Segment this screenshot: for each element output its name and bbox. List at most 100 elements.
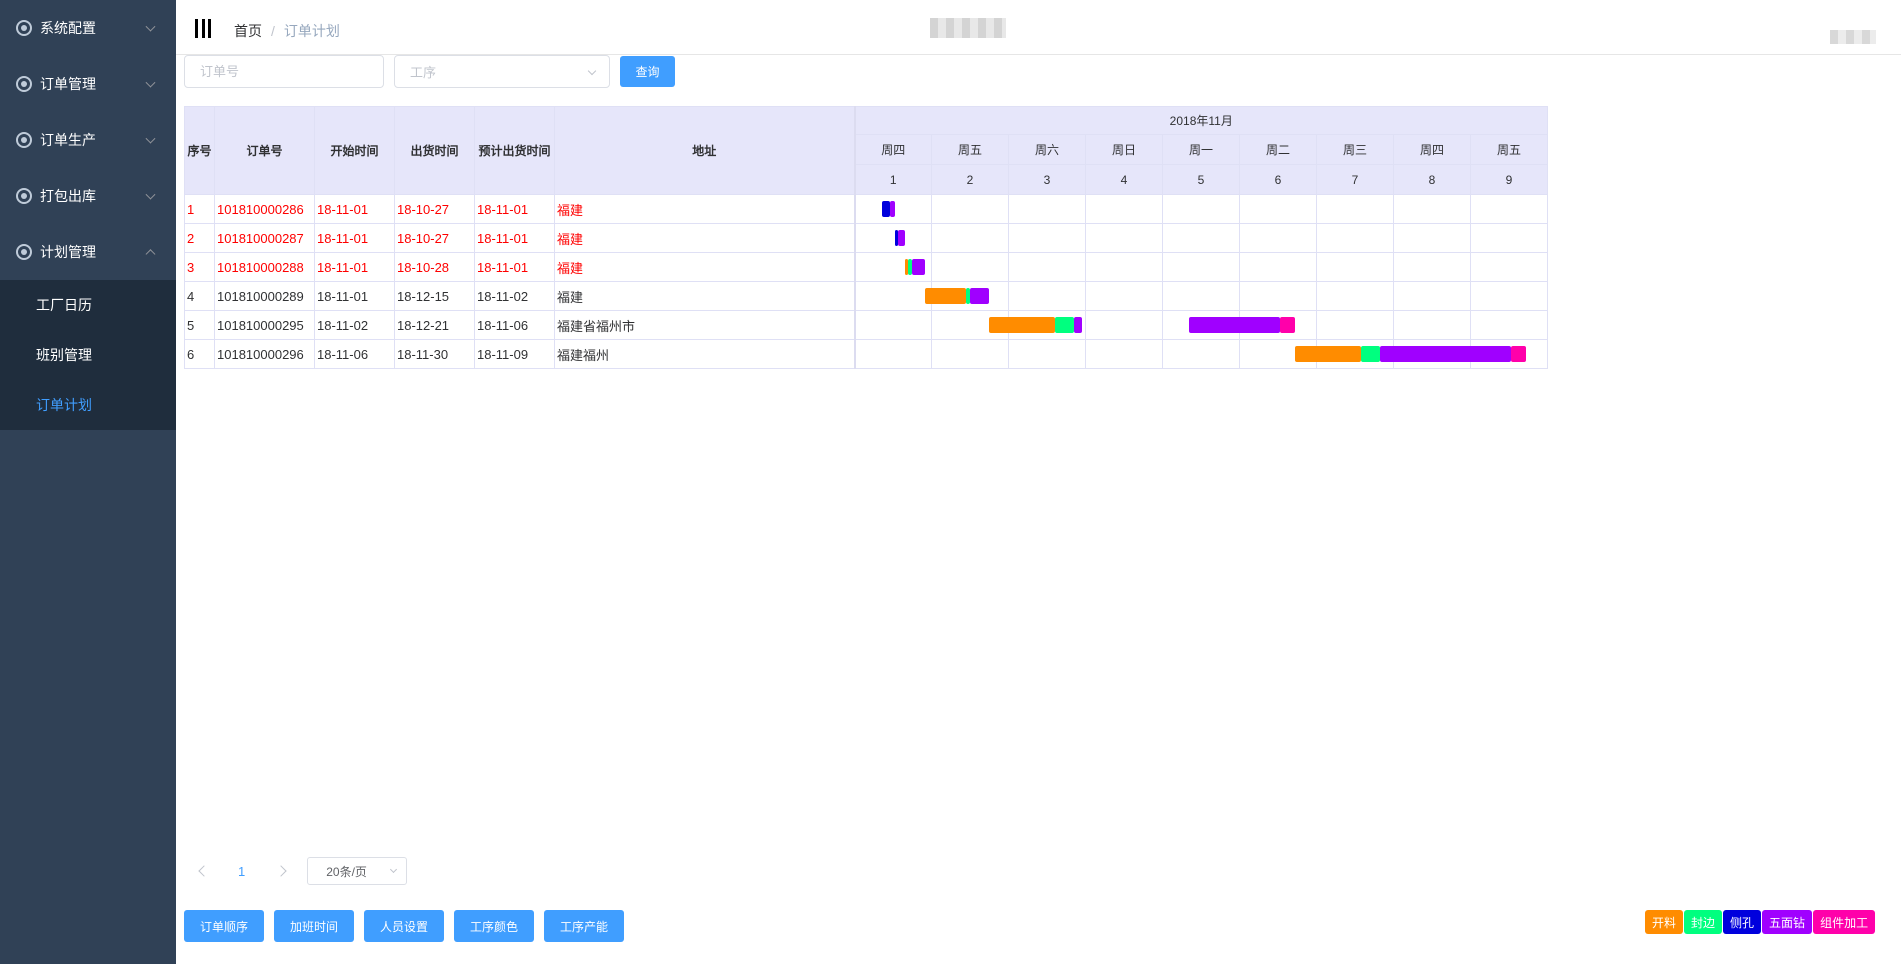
table-cell: 18-11-01 xyxy=(314,252,395,282)
gantt-cell xyxy=(1239,281,1317,311)
gantt-cell xyxy=(1470,281,1548,311)
menu-label: 订单管理 xyxy=(40,76,96,92)
query-button[interactable]: 查询 xyxy=(620,56,675,87)
gantt-cell xyxy=(1085,339,1163,369)
process-legend: 开料 封边 侧孔 五面钻 组件加工 xyxy=(1645,910,1876,934)
menu-order-management[interactable]: 订单管理 xyxy=(0,56,176,112)
chevron-down-icon xyxy=(145,133,156,144)
table-cell: 18-10-27 xyxy=(394,223,475,253)
gantt-cell xyxy=(1162,223,1240,253)
table-cell: 6 xyxy=(184,339,215,369)
menu-plan-management[interactable]: 计划管理 xyxy=(0,224,176,280)
gantt-cell xyxy=(1316,223,1394,253)
table-cell: 福建 xyxy=(554,281,856,311)
table-cell: 18-12-15 xyxy=(394,281,475,311)
gear-icon xyxy=(16,188,32,204)
gantt-cell xyxy=(1470,339,1548,369)
submenu-shift-management[interactable]: 班别管理 xyxy=(36,347,92,363)
gantt-cell xyxy=(1470,194,1548,224)
table-cell: 101810000286 xyxy=(214,194,315,224)
page-number[interactable]: 1 xyxy=(238,863,246,879)
gantt-cell xyxy=(1008,310,1086,340)
gantt-cell xyxy=(1316,339,1394,369)
legend-tag: 封边 xyxy=(1684,910,1723,934)
column-header: 序号 xyxy=(184,106,215,195)
process-select-placeholder: 工序 xyxy=(410,65,437,80)
table-cell: 福建 xyxy=(554,252,856,282)
table-cell: 福建省福州市 xyxy=(554,310,856,340)
table-cell: 18-11-02 xyxy=(314,310,395,340)
table-row[interactable]: 3 101810000288 18-11-01 18-10-28 18-11-01 福建 xyxy=(184,252,1548,282)
table-cell: 18-11-01 xyxy=(474,194,555,224)
gantt-cell xyxy=(1239,252,1317,282)
table-cell: 18-11-06 xyxy=(474,310,555,340)
blurred-user-info[interactable] xyxy=(1830,30,1876,44)
order-sequence-button[interactable]: 订单顺序 xyxy=(184,910,264,942)
weekday-header: 周五 xyxy=(1470,134,1548,165)
gantt-cell xyxy=(854,194,932,224)
table-row[interactable]: 4 101810000289 18-11-01 18-12-15 18-11-02 福建 xyxy=(184,281,1548,311)
gantt-cell xyxy=(1393,339,1471,369)
table-cell: 福建 xyxy=(554,223,856,253)
menu-packing-shipping[interactable]: 打包出库 xyxy=(0,168,176,224)
gantt-cell xyxy=(1239,310,1317,340)
gear-icon xyxy=(16,20,32,36)
column-header: 地址 xyxy=(554,106,856,195)
process-select[interactable]: 工序 xyxy=(394,55,610,88)
gantt-cell xyxy=(931,252,1009,282)
process-capacity-button[interactable]: 工序产能 xyxy=(544,910,624,942)
gantt-cell xyxy=(1085,281,1163,311)
submenu-factory-calendar[interactable]: 工厂日历 xyxy=(36,297,92,313)
legend-tag: 侧孔 xyxy=(1723,910,1762,934)
gear-icon xyxy=(16,244,32,260)
gantt-cell xyxy=(931,310,1009,340)
table-row[interactable]: 2 101810000287 18-11-01 18-10-27 18-11-01 福建 xyxy=(184,223,1548,253)
gantt-cell xyxy=(1162,310,1240,340)
table-cell: 5 xyxy=(184,310,215,340)
chevron-down-icon xyxy=(587,66,597,76)
order-plan-table: 序号 订单号 开始时间 出货时间 预计出货时间 地址 2018年11月 周四 周五… xyxy=(184,106,1548,369)
gantt-cell xyxy=(854,339,932,369)
column-header: 预计出货时间 xyxy=(474,106,555,195)
day-header: 1 xyxy=(854,164,932,195)
day-header: 8 xyxy=(1393,164,1471,195)
breadcrumb-current: 订单计划 xyxy=(283,23,340,39)
menu-system-config[interactable]: 系统配置 xyxy=(0,0,176,56)
table-cell: 4 xyxy=(184,281,215,311)
table-cell: 福建 xyxy=(554,194,856,224)
table-row[interactable]: 1 101810000286 18-11-01 18-10-27 18-11-01 福建 xyxy=(184,194,1548,224)
weekday-header: 周一 xyxy=(1162,134,1240,165)
weekday-header: 周四 xyxy=(854,134,932,165)
menu-label: 计划管理 xyxy=(40,244,96,260)
breadcrumb-home[interactable]: 首页 xyxy=(234,23,262,39)
process-color-button[interactable]: 工序颜色 xyxy=(454,910,534,942)
gantt-cell xyxy=(1085,194,1163,224)
table-cell: 18-11-01 xyxy=(474,223,555,253)
table-cell: 101810000295 xyxy=(214,310,315,340)
menu-order-production[interactable]: 订单生产 xyxy=(0,112,176,168)
table-cell: 3 xyxy=(184,252,215,282)
overtime-button[interactable]: 加班时间 xyxy=(274,910,354,942)
chevron-down-icon xyxy=(390,865,398,874)
gantt-cell xyxy=(1008,252,1086,282)
order-no-input[interactable] xyxy=(184,55,384,88)
table-row[interactable]: 6 101810000296 18-11-06 18-11-30 18-11-09 福建福… xyxy=(184,339,1548,369)
gantt-cell xyxy=(1085,310,1163,340)
table-cell: 101810000296 xyxy=(214,339,315,369)
prev-page-icon[interactable] xyxy=(198,865,210,877)
breadcrumb: 首页 / 订单计划 xyxy=(234,21,340,41)
gantt-cell xyxy=(1470,223,1548,253)
plan-submenu: 工厂日历 班别管理 订单计划 xyxy=(0,280,176,430)
staff-settings-button[interactable]: 人员设置 xyxy=(364,910,444,942)
hamburger-icon[interactable] xyxy=(195,19,211,38)
gantt-cell xyxy=(1085,252,1163,282)
legend-tag: 五面钻 xyxy=(1762,910,1813,934)
gantt-cell xyxy=(1162,281,1240,311)
gantt-cell xyxy=(854,281,932,311)
submenu-order-plan[interactable]: 订单计划 xyxy=(36,397,92,413)
next-page-icon[interactable] xyxy=(275,865,287,877)
table-row[interactable]: 5 101810000295 18-11-02 18-12-21 18-11-06 福建省… xyxy=(184,310,1548,340)
legend-tag: 组件加工 xyxy=(1813,910,1876,934)
page-size-select[interactable]: 20条/页 xyxy=(307,857,408,885)
table-cell: 18-11-06 xyxy=(314,339,395,369)
